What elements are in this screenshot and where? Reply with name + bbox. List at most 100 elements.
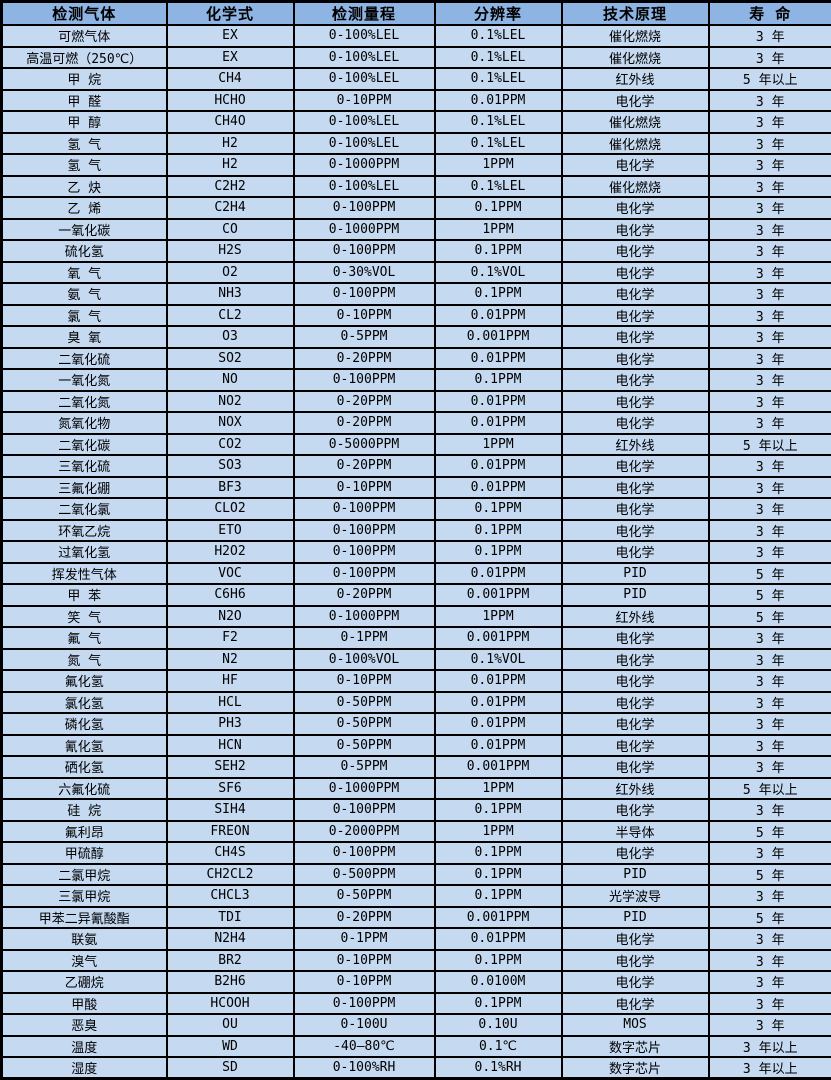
range-cell: 0-20PPM: [294, 455, 435, 477]
principle-cell: 电化学: [562, 735, 709, 757]
resolution-cell: 0.01PPM: [435, 692, 562, 714]
principle-cell: 电化学: [562, 842, 709, 864]
lifespan-cell: 3 年: [709, 541, 831, 563]
column-header-lifespan: 寿 命: [709, 2, 831, 26]
lifespan-cell: 3 年: [709, 520, 831, 542]
lifespan-cell: 3 年: [709, 885, 831, 907]
formula-cell: SD: [167, 1057, 294, 1079]
principle-cell: 电化学: [562, 971, 709, 993]
range-cell: 0-100PPM: [294, 563, 435, 585]
formula-cell: SO3: [167, 455, 294, 477]
range-cell: 0-100U: [294, 1014, 435, 1036]
resolution-cell: 0.01PPM: [435, 391, 562, 413]
formula-cell: CO2: [167, 434, 294, 456]
lifespan-cell: 3 年: [709, 25, 831, 47]
range-cell: 0-10PPM: [294, 971, 435, 993]
principle-cell: 电化学: [562, 391, 709, 413]
principle-cell: 数字芯片: [562, 1057, 709, 1079]
resolution-cell: 1PPM: [435, 219, 562, 241]
lifespan-cell: 5 年: [709, 606, 831, 628]
formula-cell: SO2: [167, 348, 294, 370]
principle-cell: PID: [562, 864, 709, 886]
resolution-cell: 0.001PPM: [435, 326, 562, 348]
principle-cell: 电化学: [562, 326, 709, 348]
lifespan-cell: 3 年: [709, 326, 831, 348]
lifespan-cell: 3 年: [709, 455, 831, 477]
range-cell: 0-100%LEL: [294, 176, 435, 198]
formula-cell: H2O2: [167, 541, 294, 563]
principle-cell: 电化学: [562, 219, 709, 241]
lifespan-cell: 3 年: [709, 649, 831, 671]
principle-cell: 电化学: [562, 756, 709, 778]
range-cell: 0-100PPM: [294, 197, 435, 219]
formula-cell: TDI: [167, 907, 294, 929]
range-cell: 0-100%RH: [294, 1057, 435, 1079]
gas-name-cell: 二氯甲烷: [2, 864, 167, 886]
lifespan-cell: 3 年: [709, 348, 831, 370]
range-cell: 0-100%LEL: [294, 47, 435, 69]
range-cell: 0-10PPM: [294, 305, 435, 327]
resolution-cell: 0.1%LEL: [435, 68, 562, 90]
principle-cell: 电化学: [562, 369, 709, 391]
range-cell: 0-100PPM: [294, 498, 435, 520]
resolution-cell: 0.1%RH: [435, 1057, 562, 1079]
lifespan-cell: 3 年: [709, 477, 831, 499]
range-cell: 0-10PPM: [294, 477, 435, 499]
column-header-principle: 技术原理: [562, 2, 709, 26]
gas-name-cell: 三氧化硫: [2, 455, 167, 477]
formula-cell: CH4S: [167, 842, 294, 864]
range-cell: 0-50PPM: [294, 885, 435, 907]
formula-cell: O3: [167, 326, 294, 348]
range-cell: 0-1PPM: [294, 928, 435, 950]
principle-cell: 电化学: [562, 240, 709, 262]
resolution-cell: 0.1PPM: [435, 240, 562, 262]
formula-cell: C6H6: [167, 584, 294, 606]
formula-cell: NO2: [167, 391, 294, 413]
formula-cell: CO: [167, 219, 294, 241]
lifespan-cell: 3 年: [709, 692, 831, 714]
gas-name-cell: 温度: [2, 1036, 167, 1058]
formula-cell: SEH2: [167, 756, 294, 778]
formula-cell: HCHO: [167, 90, 294, 112]
resolution-cell: 1PPM: [435, 606, 562, 628]
gas-name-cell: 三氯甲烷: [2, 885, 167, 907]
principle-cell: MOS: [562, 1014, 709, 1036]
gas-name-cell: 二氧化硫: [2, 348, 167, 370]
gas-name-cell: 三氟化硼: [2, 477, 167, 499]
gas-name-cell: 氮氧化物: [2, 412, 167, 434]
gas-name-cell: 一氧化氮: [2, 369, 167, 391]
range-cell: 0-100PPM: [294, 520, 435, 542]
gas-name-cell: 氧 气: [2, 262, 167, 284]
gas-name-cell: 乙 烯: [2, 197, 167, 219]
formula-cell: EX: [167, 25, 294, 47]
column-header-formula: 化学式: [167, 2, 294, 26]
lifespan-cell: 3 年: [709, 283, 831, 305]
lifespan-cell: 3 年: [709, 756, 831, 778]
principle-cell: 电化学: [562, 692, 709, 714]
column-header-range: 检测量程: [294, 2, 435, 26]
formula-cell: N2O: [167, 606, 294, 628]
lifespan-cell: 5 年以上: [709, 778, 831, 800]
resolution-cell: 0.1%VOL: [435, 649, 562, 671]
gas-name-cell: 高温可燃（250℃）: [2, 47, 167, 69]
principle-cell: 电化学: [562, 477, 709, 499]
lifespan-cell: 3 年: [709, 240, 831, 262]
lifespan-cell: 3 年: [709, 47, 831, 69]
formula-cell: OU: [167, 1014, 294, 1036]
range-cell: 0-2000PPM: [294, 821, 435, 843]
resolution-cell: 0.1%VOL: [435, 262, 562, 284]
gas-name-cell: 氟 气: [2, 627, 167, 649]
principle-cell: 电化学: [562, 993, 709, 1015]
gas-name-cell: 硒化氢: [2, 756, 167, 778]
